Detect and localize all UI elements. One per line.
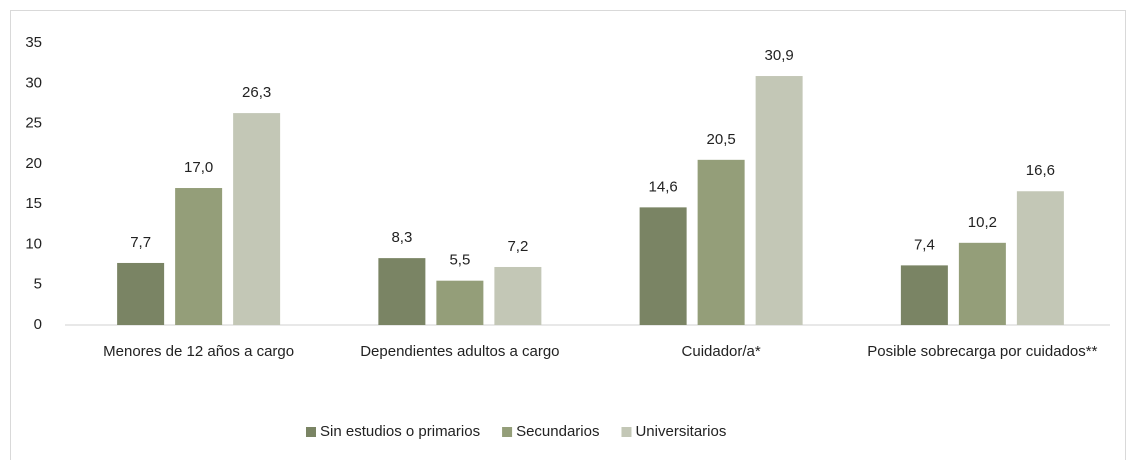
data-label: 7,4 [914,236,935,253]
legend-label: Universitarios [635,423,726,440]
bar [494,266,542,325]
x-tick-label: Cuidador/a* [681,343,761,360]
data-label: 26,3 [242,84,271,101]
bar [436,280,484,325]
bar [697,159,745,325]
legend-swatch [621,427,632,437]
y-tick-label: 10 [25,235,42,252]
y-tick-label: 0 [34,316,42,333]
data-label: 7,2 [507,238,528,255]
bar [175,188,223,325]
legend-swatch [502,427,513,437]
x-tick-label: Posible sobrecarga por cuidados** [867,343,1098,360]
y-tick-label: 5 [34,276,42,293]
x-tick-label: Menores de 12 años a cargo [103,343,295,360]
data-label: 17,0 [184,159,213,176]
y-tick-label: 30 [25,74,42,91]
bar [639,207,687,325]
data-label: 10,2 [968,214,997,231]
data-label: 16,6 [1026,162,1055,179]
legend-label: Sin estudios o primarios [320,423,480,440]
bar [233,113,281,326]
bar [900,265,948,325]
y-tick-label: 20 [25,155,42,172]
legend-label: Secundarios [516,423,599,440]
data-label: 5,5 [449,252,470,269]
data-label: 20,5 [707,131,736,148]
y-tick-label: 35 [25,34,42,51]
y-tick-label: 25 [25,115,42,132]
legend-swatch [306,427,316,437]
bar [958,242,1006,325]
bar [755,76,803,325]
data-label: 8,3 [391,229,412,246]
bar [378,258,426,325]
x-tick-label: Dependientes adultos a cargo [360,343,560,360]
bar [117,262,165,325]
y-tick-label: 15 [25,195,42,212]
data-label: 7,7 [130,234,151,251]
data-label: 14,6 [649,178,678,195]
chart-border [10,10,1126,460]
bar [1016,191,1064,325]
data-label: 30,9 [765,47,794,64]
